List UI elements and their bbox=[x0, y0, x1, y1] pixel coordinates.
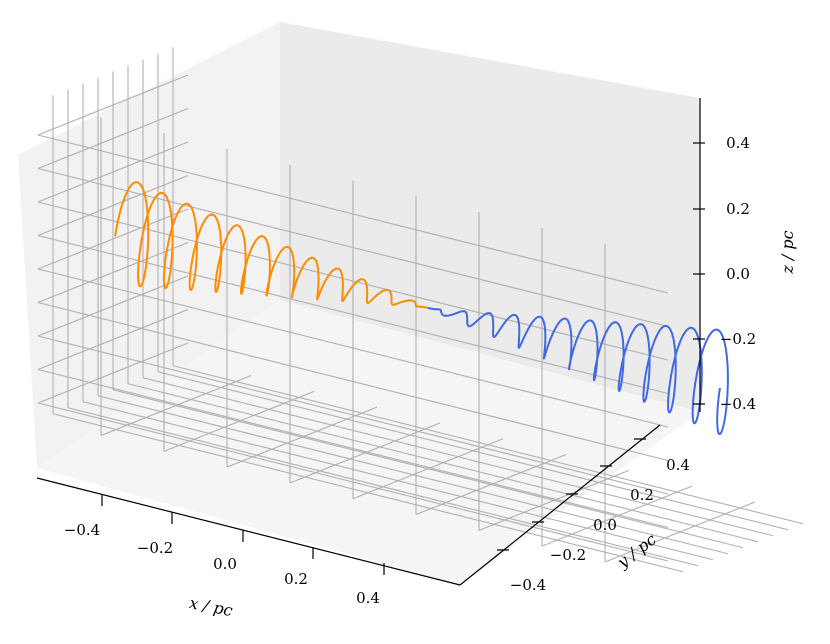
grid-line-left-z bbox=[37, 342, 189, 404]
grid-line-floor-y bbox=[97, 395, 729, 555]
grid-line-back-z bbox=[37, 167, 669, 328]
grid-line-back-z bbox=[37, 335, 669, 495]
grid-line-back-z bbox=[37, 368, 669, 529]
grid-line-left-z bbox=[37, 107, 189, 170]
y-tick-label: 0.4 bbox=[666, 456, 690, 474]
grid-line-back-z bbox=[37, 268, 669, 428]
y-tick-label: 0.2 bbox=[630, 486, 654, 504]
grid-line-left-z bbox=[37, 308, 189, 371]
grid-line-floor-y bbox=[112, 389, 744, 549]
grid-line-left-z bbox=[37, 275, 189, 337]
y-tick-label: −0.4 bbox=[510, 576, 546, 594]
grid-lines bbox=[37, 47, 804, 573]
grid-line-back-z bbox=[37, 402, 669, 562]
grid-line-floor-y bbox=[142, 377, 774, 537]
y-axis-line bbox=[459, 424, 661, 586]
x-tick-label: 0.4 bbox=[356, 589, 380, 607]
floor-pane bbox=[37, 300, 700, 585]
grid-line-floor-y bbox=[172, 365, 804, 525]
grid-line-floor-y bbox=[127, 383, 759, 543]
grid-line-floor-y bbox=[82, 401, 714, 561]
x-ticks: −0.4 −0.2 0.0 0.2 0.4 bbox=[64, 494, 385, 607]
series-2-line bbox=[427, 306, 729, 436]
x-tick-label: −0.2 bbox=[137, 539, 173, 557]
z-tick-label: 0.0 bbox=[726, 265, 750, 283]
x-axis-label: x / pc bbox=[188, 593, 235, 620]
grid-line-back-z bbox=[37, 301, 669, 462]
series-layer bbox=[114, 181, 729, 436]
grid-line-left-z bbox=[37, 174, 189, 237]
z-axis-label: z / pc bbox=[778, 230, 797, 274]
grid-line-back-z bbox=[37, 234, 669, 395]
grid-line-left-z bbox=[37, 241, 189, 304]
grid-line-back-z bbox=[37, 134, 669, 294]
x-tick-label: −0.4 bbox=[64, 521, 100, 539]
series-1-line bbox=[114, 181, 429, 309]
grid-line-left-z bbox=[37, 141, 189, 203]
x-tick-label: 0.2 bbox=[284, 570, 308, 588]
z-tick-label: 0.4 bbox=[726, 134, 750, 152]
z-tick-label: −0.4 bbox=[720, 395, 756, 413]
x-tick-label: 0.0 bbox=[213, 555, 237, 573]
grid-line-left-z bbox=[37, 208, 189, 270]
z-ticks: 0.4 0.2 0.0 −0.2 −0.4 bbox=[693, 134, 756, 413]
y-ticks: −0.4−0.2 0.0 0.2 0.4 bbox=[497, 438, 690, 594]
z-tick-label: 0.2 bbox=[726, 200, 750, 218]
y-tick-label: 0.0 bbox=[593, 516, 617, 534]
z-tick-label: −0.2 bbox=[720, 330, 756, 348]
grid-line-left-z bbox=[37, 74, 189, 136]
y-tick-label: −0.2 bbox=[550, 546, 586, 564]
grid-line-floor-y bbox=[157, 371, 789, 531]
x-axis-line bbox=[36, 477, 461, 586]
grid-line-floor-y bbox=[67, 407, 699, 567]
grid-line-floor-y bbox=[52, 413, 684, 573]
back-wall-pane bbox=[280, 22, 700, 412]
